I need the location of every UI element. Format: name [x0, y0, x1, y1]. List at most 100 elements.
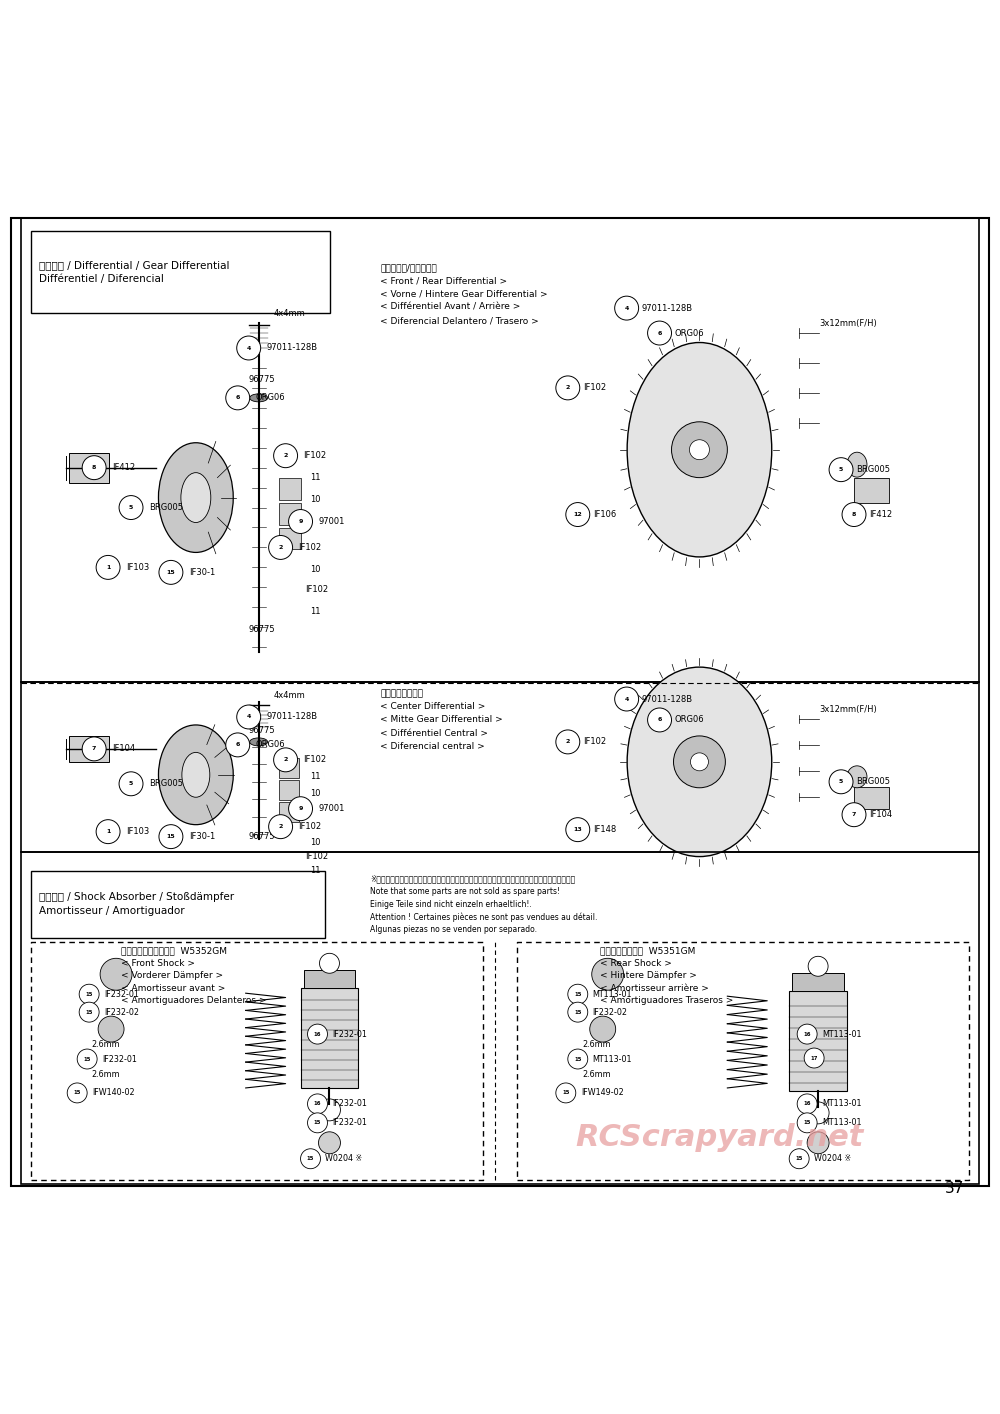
Text: 15: 15 — [73, 1090, 81, 1096]
Text: IF232-02: IF232-02 — [593, 1008, 628, 1017]
Circle shape — [301, 1148, 320, 1169]
Text: IF102: IF102 — [304, 451, 327, 460]
Ellipse shape — [847, 452, 867, 477]
Circle shape — [98, 1017, 124, 1042]
Circle shape — [556, 1083, 576, 1103]
Text: IF232-01: IF232-01 — [332, 1118, 367, 1127]
Text: ORG06: ORG06 — [256, 393, 285, 403]
Text: MT113-01: MT113-01 — [822, 1100, 862, 1109]
Bar — [69, 735, 109, 762]
Text: 5: 5 — [129, 505, 133, 510]
Bar — [854, 786, 889, 809]
Bar — [21, 682, 979, 851]
Text: IF102: IF102 — [583, 383, 606, 393]
Text: ダンパー / Shock Absorber / Stoßdämpfer
Amortisseur / Amortiguador: ダンパー / Shock Absorber / Stoßdämpfer Amor… — [39, 892, 234, 916]
Circle shape — [319, 1131, 340, 1154]
Ellipse shape — [250, 395, 268, 402]
Circle shape — [797, 1024, 817, 1044]
Text: 11: 11 — [311, 607, 321, 615]
Text: 8: 8 — [852, 512, 856, 518]
Circle shape — [590, 1017, 616, 1042]
Text: 5: 5 — [839, 779, 843, 785]
Text: 2: 2 — [566, 386, 570, 390]
Circle shape — [804, 1048, 824, 1068]
Text: ＜リヤダンパー＞  W5351GM
< Rear Shock >
< Hintere Dämpfer >
< Amortisseur arrière >
< A: ＜リヤダンパー＞ W5351GM < Rear Shock > < Hinter… — [600, 946, 733, 1005]
Text: 6: 6 — [657, 331, 662, 335]
Circle shape — [797, 1094, 817, 1114]
Text: 15: 15 — [795, 1157, 803, 1161]
Circle shape — [79, 1003, 99, 1022]
Text: 15: 15 — [85, 991, 93, 997]
Text: IF232-01: IF232-01 — [332, 1100, 367, 1109]
Text: IFW149-02: IFW149-02 — [581, 1089, 624, 1097]
Circle shape — [568, 1049, 588, 1069]
Circle shape — [274, 444, 298, 468]
Circle shape — [568, 984, 588, 1004]
Text: RCScrapyard.net: RCScrapyard.net — [575, 1123, 864, 1152]
Text: 97011-128B: 97011-128B — [642, 304, 693, 312]
Text: 9: 9 — [298, 806, 303, 812]
Bar — [279, 779, 299, 800]
Text: IF232-02: IF232-02 — [104, 1008, 139, 1017]
Bar — [304, 970, 355, 988]
Text: 2: 2 — [283, 758, 288, 762]
Text: 96775: 96775 — [249, 727, 275, 735]
Text: 15: 15 — [803, 1120, 811, 1126]
Text: IF232-01: IF232-01 — [332, 1029, 367, 1039]
Text: 2.6mm: 2.6mm — [91, 1070, 120, 1079]
Text: IF103: IF103 — [126, 563, 149, 571]
Text: 16: 16 — [803, 1032, 811, 1036]
Text: デフギヤ / Differential / Gear Differential
Différentiel / Diferencial: デフギヤ / Differential / Gear Differential … — [39, 260, 230, 284]
Text: IF102: IF102 — [299, 543, 322, 551]
Circle shape — [672, 421, 727, 478]
Bar — [792, 973, 844, 991]
Circle shape — [568, 1003, 588, 1022]
Text: BRG005: BRG005 — [149, 779, 183, 788]
Circle shape — [648, 708, 672, 732]
Bar — [31, 232, 330, 312]
Text: IF102: IF102 — [583, 738, 606, 747]
Text: IF104: IF104 — [869, 810, 892, 819]
Ellipse shape — [182, 752, 210, 797]
Text: 15: 15 — [574, 1056, 581, 1062]
Text: 2: 2 — [566, 740, 570, 744]
Text: 97001: 97001 — [319, 518, 345, 526]
Bar — [31, 871, 325, 939]
Text: 2.6mm: 2.6mm — [583, 1070, 611, 1079]
Text: 11: 11 — [311, 474, 321, 482]
Text: 1: 1 — [106, 564, 110, 570]
Text: 4x4mm: 4x4mm — [274, 690, 305, 700]
Text: 97011-128B: 97011-128B — [267, 713, 318, 721]
Text: BRG005: BRG005 — [856, 465, 890, 474]
Text: ＜フロント/リヤデフ＞
< Front / Rear Differential >
< Vorne / Hintere Gear Differential >
: ＜フロント/リヤデフ＞ < Front / Rear Differential … — [380, 263, 548, 325]
Text: ＜フロントダンパー＞  W5352GM
< Front Shock >
< Vorderer Dämpfer >
< Amortisseur avant >
<: ＜フロントダンパー＞ W5352GM < Front Shock > < Vor… — [121, 946, 267, 1005]
Text: 2.6mm: 2.6mm — [583, 1039, 611, 1049]
Circle shape — [319, 1099, 340, 1121]
Text: 15: 15 — [574, 1010, 581, 1015]
Text: 17: 17 — [810, 1055, 818, 1060]
Ellipse shape — [847, 766, 867, 788]
Text: ＜センターデフ＞
< Center Differential >
< Mitte Gear Differential >
< Différentiel Cent: ＜センターデフ＞ < Center Differential > < Mitte… — [380, 689, 503, 751]
Text: 15: 15 — [307, 1157, 314, 1161]
Text: IFW140-02: IFW140-02 — [92, 1089, 135, 1097]
Circle shape — [807, 1131, 829, 1154]
Circle shape — [82, 455, 106, 479]
Text: IF106: IF106 — [593, 510, 616, 519]
Text: 1: 1 — [106, 829, 110, 834]
Circle shape — [237, 706, 261, 730]
Text: MT113-01: MT113-01 — [593, 990, 632, 998]
Bar — [279, 502, 301, 525]
Bar — [279, 758, 299, 778]
Circle shape — [289, 509, 313, 533]
Text: IF102: IF102 — [306, 585, 329, 594]
Bar — [854, 478, 889, 502]
Text: 96775: 96775 — [249, 831, 275, 841]
Bar — [301, 988, 358, 1087]
Circle shape — [320, 953, 339, 973]
Text: 97011-128B: 97011-128B — [642, 694, 693, 704]
Text: 15: 15 — [167, 834, 175, 839]
Text: 96775: 96775 — [249, 625, 275, 633]
Text: 2: 2 — [278, 824, 283, 829]
Text: 15: 15 — [167, 570, 175, 575]
Text: IF232-01: IF232-01 — [104, 990, 139, 998]
